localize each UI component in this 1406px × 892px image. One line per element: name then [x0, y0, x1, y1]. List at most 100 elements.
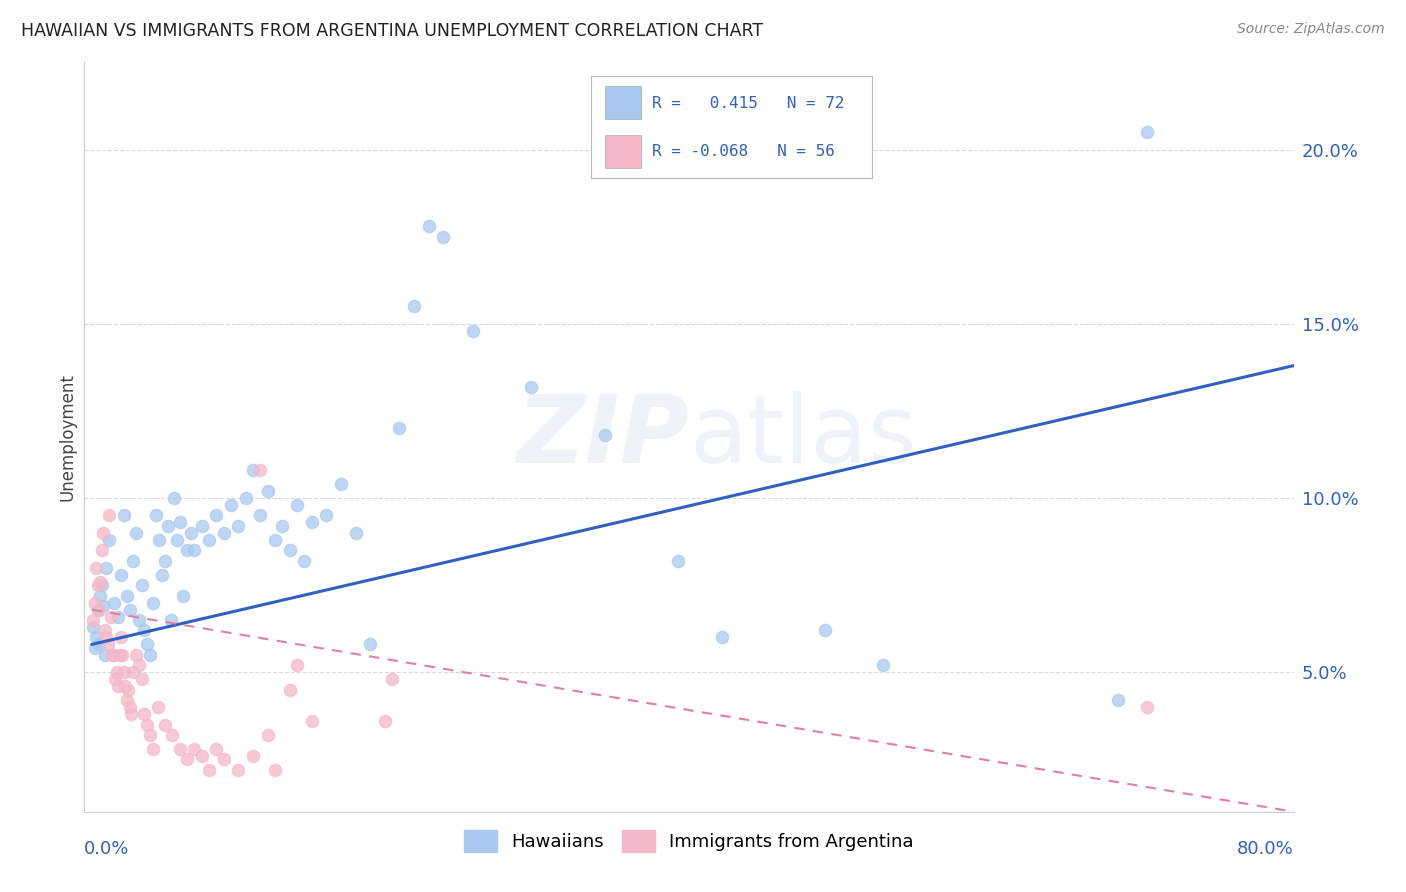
Y-axis label: Unemployment: Unemployment	[58, 373, 76, 501]
Point	[120, 707, 142, 722]
Point	[114, 679, 136, 693]
Point	[121, 554, 143, 568]
Point	[98, 533, 121, 547]
Point	[94, 624, 117, 638]
Point	[96, 631, 118, 645]
Point	[146, 700, 169, 714]
Point	[104, 673, 127, 687]
Point	[301, 714, 323, 728]
Point	[872, 658, 894, 673]
Point	[461, 324, 484, 338]
Point	[153, 717, 176, 731]
Point	[96, 561, 118, 575]
Point	[381, 673, 404, 687]
Point	[205, 508, 228, 523]
Point	[285, 658, 308, 673]
Point	[83, 640, 105, 655]
Point	[131, 578, 153, 592]
Point	[112, 508, 135, 523]
Legend: Hawaiians, Immigrants from Argentina: Hawaiians, Immigrants from Argentina	[457, 822, 921, 859]
Point	[118, 602, 141, 616]
Point	[249, 463, 271, 477]
Point	[329, 477, 352, 491]
Point	[86, 602, 108, 616]
Point	[156, 519, 179, 533]
Point	[98, 508, 121, 523]
Point	[278, 543, 301, 558]
Point	[110, 567, 132, 582]
Text: ZIP: ZIP	[516, 391, 689, 483]
Point	[118, 700, 141, 714]
Point	[100, 609, 122, 624]
Point	[205, 742, 228, 756]
Point	[593, 428, 616, 442]
Point	[710, 631, 733, 645]
Point	[139, 728, 162, 742]
Point	[124, 648, 146, 662]
Point	[418, 219, 440, 234]
Point	[344, 525, 367, 540]
Point	[139, 648, 162, 662]
Point	[315, 508, 337, 523]
Point	[278, 682, 301, 697]
Point	[1136, 700, 1159, 714]
Point	[82, 613, 104, 627]
Point	[198, 533, 221, 547]
Point	[93, 599, 115, 613]
Point	[115, 589, 138, 603]
Point	[89, 574, 111, 589]
Point	[103, 648, 125, 662]
Point	[235, 491, 257, 505]
Point	[115, 693, 138, 707]
Point	[190, 519, 212, 533]
Point	[212, 752, 235, 766]
Point	[111, 648, 134, 662]
Point	[150, 567, 173, 582]
Point	[432, 229, 454, 244]
Point	[153, 554, 176, 568]
Point	[83, 596, 105, 610]
Text: atlas: atlas	[689, 391, 917, 483]
Point	[183, 543, 205, 558]
Point	[264, 763, 287, 777]
Point	[256, 484, 278, 499]
Point	[121, 665, 143, 680]
Point	[145, 508, 167, 523]
Point	[131, 673, 153, 687]
Point	[128, 613, 150, 627]
Point	[212, 525, 235, 540]
Point	[176, 752, 198, 766]
Point	[103, 596, 125, 610]
Point	[108, 648, 131, 662]
Point	[166, 533, 188, 547]
Point	[180, 525, 202, 540]
Point	[87, 637, 110, 651]
Point	[666, 554, 689, 568]
Point	[136, 637, 159, 651]
Point	[163, 491, 186, 505]
Point	[374, 714, 396, 728]
Point	[84, 561, 107, 575]
Point	[285, 498, 308, 512]
Point	[86, 578, 108, 592]
Point	[148, 533, 170, 547]
Point	[160, 613, 183, 627]
Point	[101, 648, 124, 662]
Point	[292, 554, 315, 568]
Point	[226, 519, 249, 533]
Text: R = -0.068   N = 56: R = -0.068 N = 56	[652, 145, 835, 160]
Point	[91, 543, 114, 558]
Point	[93, 525, 115, 540]
Point	[226, 763, 249, 777]
Text: Source: ZipAtlas.com: Source: ZipAtlas.com	[1237, 22, 1385, 37]
Point	[256, 728, 278, 742]
Point	[172, 589, 194, 603]
Point	[128, 658, 150, 673]
Point	[162, 728, 184, 742]
Text: 80.0%: 80.0%	[1237, 839, 1294, 857]
Point	[242, 748, 264, 763]
Point	[117, 682, 139, 697]
Point	[105, 665, 128, 680]
Point	[84, 631, 107, 645]
Point	[94, 648, 117, 662]
